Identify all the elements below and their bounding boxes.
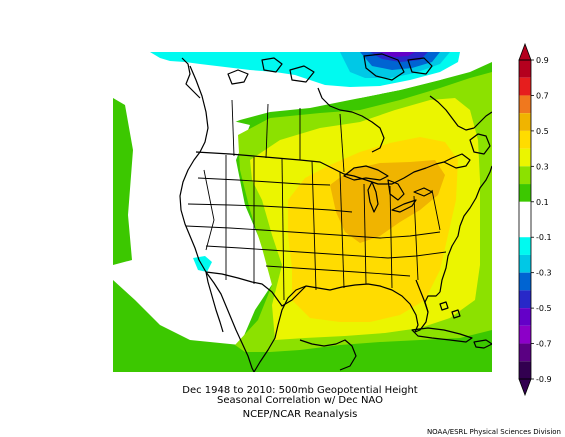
legend-tick-label: -0.1 bbox=[536, 233, 552, 242]
legend-tick-label: -0.3 bbox=[536, 269, 552, 278]
baja-peninsula bbox=[205, 271, 224, 333]
newfoundland-coast bbox=[469, 133, 491, 155]
caption-line-2: Seasonal Correlation w/ Dec NAO bbox=[217, 395, 383, 406]
arctic-islands-2 bbox=[261, 57, 283, 73]
credit-text: NOAA/ESRL Physical Sciences Division bbox=[426, 428, 561, 436]
state-line bbox=[185, 225, 441, 239]
map-outlines bbox=[179, 53, 492, 372]
color-legend: 0.9 0.7 0.5 0.3 0.1 -0.1 -0.3 -0.5 -0.7 -0.9 bbox=[518, 42, 552, 397]
pacific-coastline bbox=[179, 65, 255, 372]
legend-tick-label: 0.1 bbox=[536, 198, 549, 207]
great-lake-superior bbox=[343, 165, 389, 181]
province-line bbox=[265, 103, 269, 159]
legend-band bbox=[519, 325, 531, 344]
florida-peninsula bbox=[415, 279, 429, 313]
legend-band bbox=[519, 113, 531, 131]
legend-band bbox=[519, 201, 531, 238]
state-line bbox=[389, 185, 393, 289]
atlantic-coastline bbox=[439, 165, 492, 293]
legend-band bbox=[519, 95, 531, 114]
state-line bbox=[413, 195, 419, 281]
legend-band bbox=[519, 60, 531, 78]
canada-us-border bbox=[195, 151, 445, 185]
state-line bbox=[339, 171, 345, 289]
legend-tick-label: -0.7 bbox=[536, 340, 552, 349]
shade-purple-neg-0p5 bbox=[380, 52, 415, 57]
shade-green-west-coast bbox=[113, 98, 133, 265]
province-line bbox=[231, 99, 235, 157]
legend-tick-label: -0.9 bbox=[536, 375, 552, 384]
legend-band bbox=[519, 308, 531, 326]
legend-band bbox=[519, 272, 531, 291]
legend-bottom-arrow bbox=[518, 378, 532, 397]
legend-band bbox=[519, 148, 531, 167]
legend-band bbox=[519, 254, 531, 273]
legend-top-arrow bbox=[518, 42, 532, 61]
legend-tick-label: 0.5 bbox=[536, 127, 549, 136]
legend-tick-label: 0.3 bbox=[536, 162, 549, 171]
arctic-islands-5 bbox=[407, 57, 433, 75]
nova-scotia-coast bbox=[443, 153, 471, 169]
correlation-shading bbox=[113, 52, 492, 372]
labrador-coast bbox=[429, 95, 492, 131]
state-line bbox=[431, 189, 441, 231]
state-line bbox=[363, 183, 367, 285]
legend-band bbox=[519, 166, 531, 185]
legend-band bbox=[519, 290, 531, 309]
legend-tick-label: 0.7 bbox=[536, 91, 549, 100]
legend-band bbox=[519, 343, 531, 362]
legend-band bbox=[519, 77, 531, 96]
state-line bbox=[205, 245, 447, 259]
legend-tick-label: -0.5 bbox=[536, 304, 552, 313]
hudson-bay-coast bbox=[317, 87, 385, 153]
caption-line-3: NCEP/NCAR Reanalysis bbox=[242, 409, 358, 420]
shade-cyan-gulf bbox=[193, 256, 212, 272]
shade-orange-0p5 bbox=[330, 160, 445, 243]
map-panel bbox=[113, 52, 492, 372]
legend-tick-label: 0.9 bbox=[536, 56, 549, 65]
state-line bbox=[203, 169, 215, 251]
mexico-gulf-coast bbox=[253, 283, 441, 372]
bahamas-outline bbox=[439, 301, 461, 319]
state-line bbox=[265, 265, 411, 277]
caption-line-1: Dec 1948 to 2010: 500mb Geopotential Hei… bbox=[182, 385, 418, 396]
arctic-islands-1 bbox=[227, 69, 249, 85]
hispaniola-outline bbox=[473, 339, 492, 349]
province-line bbox=[339, 113, 345, 173]
legend-frame bbox=[518, 59, 532, 380]
legend-band bbox=[519, 184, 531, 202]
arctic-islands-3 bbox=[289, 65, 315, 83]
alaska-coast bbox=[181, 57, 201, 99]
us-mexico-border bbox=[205, 271, 307, 307]
cuba-outline bbox=[411, 327, 473, 343]
legend-band bbox=[519, 361, 531, 379]
state-line bbox=[311, 160, 317, 291]
state-line bbox=[197, 177, 331, 186]
arctic-islands-4 bbox=[363, 53, 405, 81]
shade-white-west bbox=[113, 85, 275, 345]
yucatan-coast bbox=[299, 339, 357, 371]
great-lake-michigan bbox=[367, 181, 379, 213]
state-lines bbox=[185, 99, 447, 301]
state-line bbox=[187, 203, 353, 213]
legend-band bbox=[519, 237, 531, 255]
legend-band bbox=[519, 130, 531, 149]
state-line bbox=[281, 158, 285, 301]
